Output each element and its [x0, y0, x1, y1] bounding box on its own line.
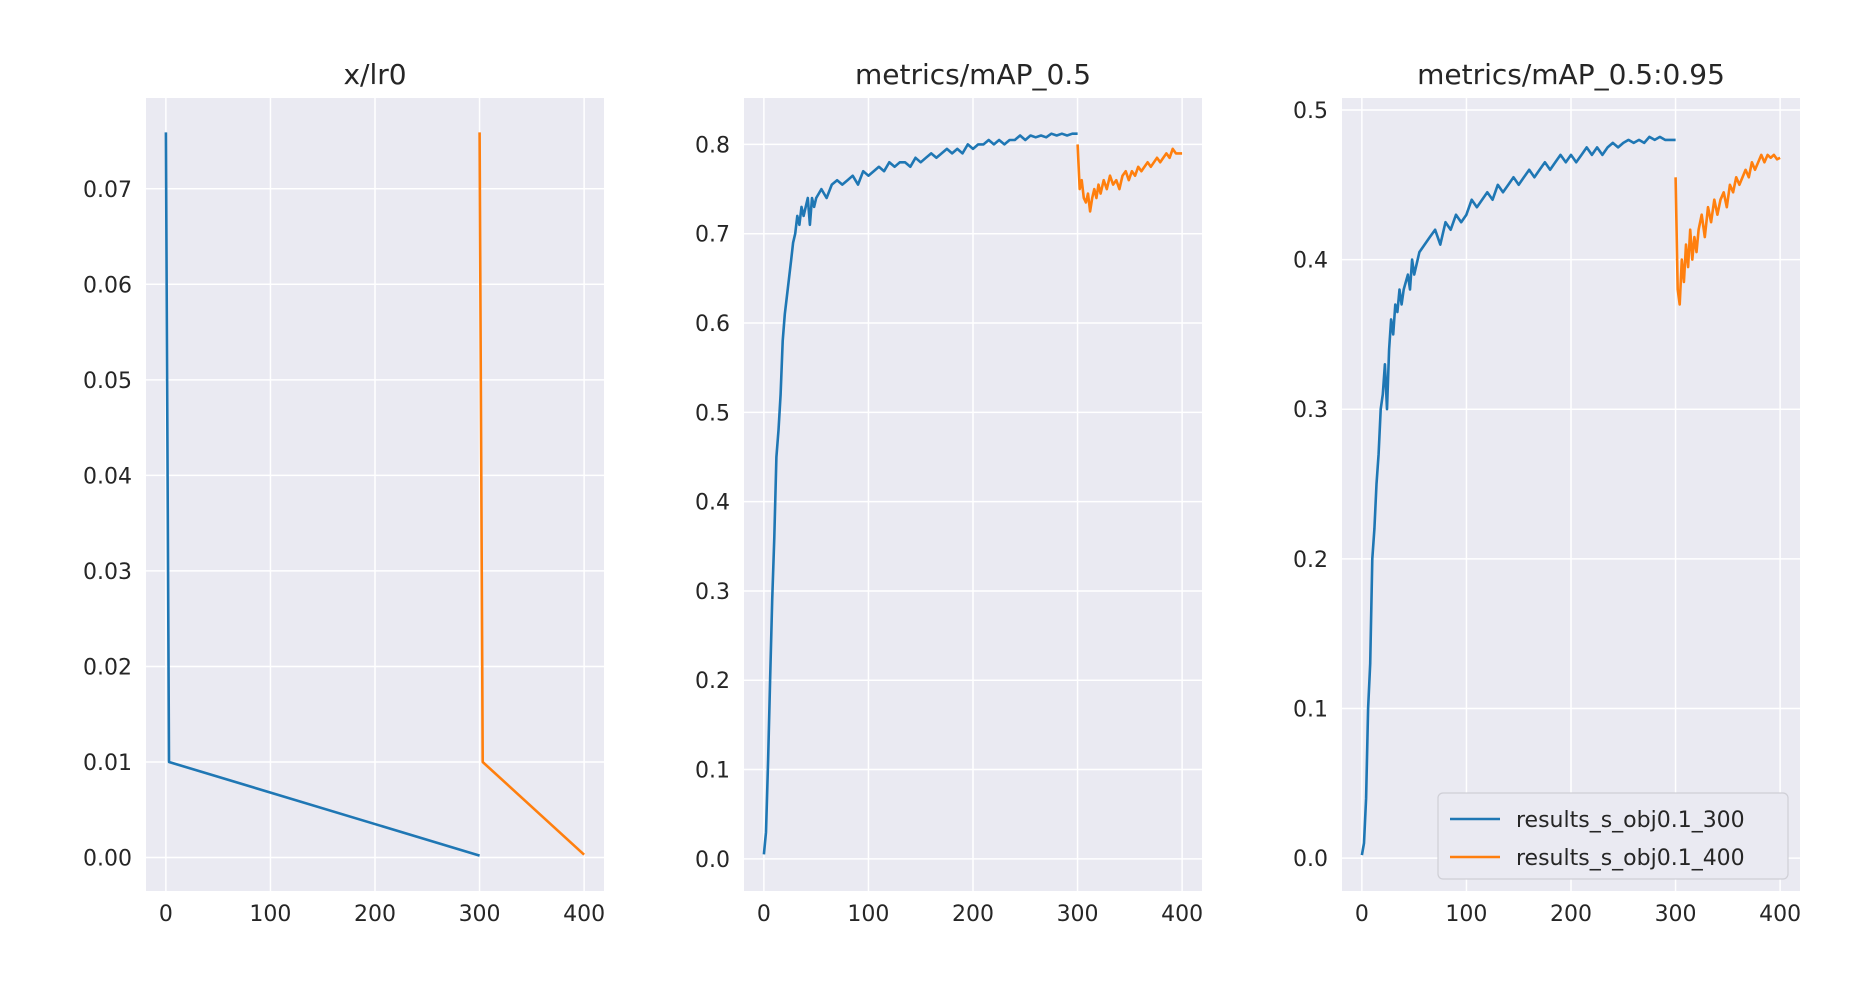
series-line: [1076, 144, 1183, 213]
panel-map-0-5: metrics/mAP_0.5 0 100 200 300 400 0.0 0.1 0.2 0.…: [695, 58, 1203, 927]
y-tick-label: 0.6: [695, 312, 730, 337]
x-tick-label: 0: [159, 902, 173, 927]
legend-label: results_s_obj0.1_300: [1516, 808, 1745, 833]
y-tick-label: 0.00: [83, 847, 132, 872]
x-tick-label: 400: [1759, 902, 1801, 927]
legend-label: results_s_obj0.1_400: [1516, 846, 1745, 871]
x-tick-label: 0: [757, 902, 771, 927]
x-tick-label: 200: [354, 902, 396, 927]
y-tick-label: 0.4: [695, 491, 730, 516]
y-tick-label: 0.06: [83, 273, 132, 298]
y-tick-label: 0.2: [695, 669, 730, 694]
y-tick-label: 0.0: [1293, 847, 1328, 872]
y-tick-label: 0.8: [695, 133, 730, 158]
y-tick-label: 0.05: [83, 369, 132, 394]
series-line: [762, 132, 1078, 855]
y-tick-label: 0.04: [83, 464, 132, 489]
x-tick-label: 200: [952, 902, 994, 927]
x-tick-label: 100: [249, 902, 291, 927]
y-tick-label: 0.0: [695, 848, 730, 873]
y-tick-label: 0.7: [695, 223, 730, 248]
y-tick-label: 0.5: [1293, 99, 1328, 124]
legend: results_s_obj0.1_300 results_s_obj0.1_400: [1437, 792, 1789, 880]
panel-title: metrics/mAP_0.5: [855, 58, 1091, 91]
x-tick-label: 100: [847, 902, 889, 927]
y-tick-label: 0.5: [695, 401, 730, 426]
x-tick-label: 400: [563, 902, 605, 927]
panel-title: x/lr0: [343, 58, 406, 91]
series-line: [1360, 135, 1676, 856]
x-tick-label: 0: [1355, 902, 1369, 927]
y-tick-label: 0.3: [695, 580, 730, 605]
y-tick-label: 0.1: [1293, 697, 1328, 722]
y-tick-label: 0.03: [83, 560, 132, 585]
x-tick-label: 300: [1655, 902, 1697, 927]
x-tick-label: 300: [1057, 902, 1099, 927]
series-line: [1674, 153, 1781, 306]
panel-title: metrics/mAP_0.5:0.95: [1417, 58, 1725, 91]
x-tick-label: 400: [1161, 902, 1203, 927]
y-tick-label: 0.01: [83, 751, 132, 776]
y-tick-label: 0.3: [1293, 398, 1328, 423]
panel-map-0-5-0-95: metrics/mAP_0.5:0.95 0 100 200 300 400 0.0 0.1…: [1293, 58, 1801, 927]
panel-lr0: x/lr0 0 100 200 300 400 0.00 0.01 0.02 0.03 0.04 0…: [83, 58, 605, 927]
x-tick-label: 100: [1445, 902, 1487, 927]
y-tick-label: 0.07: [83, 178, 132, 203]
legend-box: [1437, 792, 1789, 880]
series-line: [164, 132, 480, 857]
series-line: [478, 132, 585, 856]
x-tick-label: 300: [459, 902, 501, 927]
x-tick-label: 200: [1550, 902, 1592, 927]
y-tick-label: 0.4: [1293, 249, 1328, 274]
y-tick-label: 0.02: [83, 655, 132, 680]
y-tick-label: 0.2: [1293, 548, 1328, 573]
y-tick-label: 0.1: [695, 759, 730, 784]
